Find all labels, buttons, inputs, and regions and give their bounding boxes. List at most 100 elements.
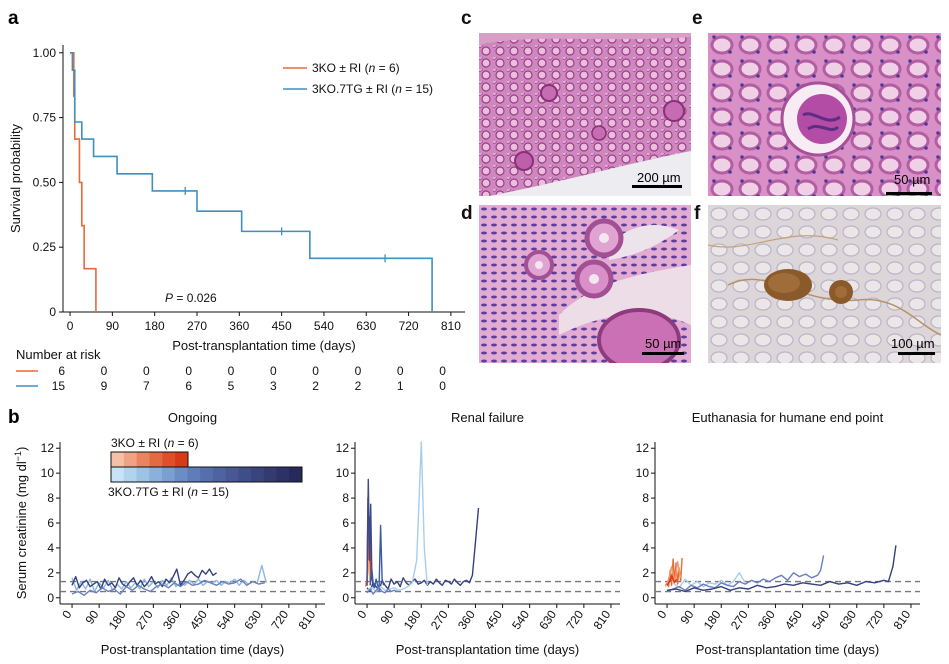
risk-count: 0	[439, 364, 446, 378]
y-tick-label: 12	[636, 441, 650, 455]
legend-gradient-cell	[111, 452, 125, 467]
risk-count: 6	[185, 379, 192, 393]
legend-gradient-cell	[162, 452, 176, 467]
y-tick-label: 4	[47, 541, 54, 555]
scalebar-f-label: 100 µm	[891, 336, 935, 351]
micrograph-c: 200 µm	[479, 33, 691, 196]
legend-gradient-cell	[263, 467, 278, 482]
y-tick-label: 0.50	[33, 175, 57, 189]
x-tick-label: 720	[863, 607, 886, 632]
panel-label-e: e	[692, 8, 703, 29]
x-tick-label: 90	[677, 607, 696, 626]
y-tick-label: 10	[336, 466, 350, 480]
creatinine-line-1-6	[366, 441, 428, 593]
x-tick-label: 180	[106, 607, 129, 632]
creatinine-line-0-1	[71, 568, 217, 590]
legend-gradient-cell	[136, 452, 150, 467]
y-tick-label: 4	[642, 541, 649, 555]
y-tick-label: 0	[642, 591, 649, 605]
legend-gradient-cell	[123, 467, 137, 482]
x-tick-label: 810	[295, 607, 318, 632]
y-tick-label: 8	[642, 491, 649, 505]
x-tick-label: 270	[728, 607, 751, 632]
scalebar-c-label: 200 µm	[637, 170, 681, 185]
y-tick-label: 8	[342, 491, 349, 505]
survival-line-0	[70, 51, 97, 312]
creatinine-line-1-3	[366, 478, 375, 589]
x-tick-label: 180	[701, 607, 724, 632]
risk-count: 5	[228, 379, 235, 393]
y-tick-label: 8	[47, 491, 54, 505]
legend-gradient-frame-tg	[110, 466, 303, 483]
panel-label-c: c	[461, 8, 472, 29]
risk-count: 0	[439, 379, 446, 393]
y-tick-label: 6	[642, 516, 649, 530]
y-tick-label: 2	[642, 566, 649, 580]
y-axis-title: Serum creatinine (mg dl−1)	[13, 447, 29, 600]
y-tick-label: 0.75	[33, 111, 57, 125]
risk-count: 0	[101, 364, 108, 378]
risk-count: 0	[312, 364, 319, 378]
panel-label-d: d	[461, 203, 473, 224]
x-tick-label: 720	[399, 319, 419, 333]
x-tick-label: 450	[482, 607, 505, 632]
x-tick-label: 90	[82, 607, 101, 626]
x-tick-label: 0	[654, 607, 669, 621]
risk-table-title: Number at risk	[16, 347, 101, 362]
y-tick-label: 0	[47, 591, 54, 605]
x-tick-label: 540	[314, 319, 334, 333]
x-tick-label: 540	[809, 607, 832, 632]
creatinine-line-2-3	[672, 572, 746, 589]
creatinine-line-1-4	[366, 507, 480, 593]
x-axis-title: Post-transplantation time (days)	[101, 642, 285, 657]
x-tick-label: 810	[441, 319, 461, 333]
x-tick-label: 720	[563, 607, 586, 632]
creatinine-line-2-1	[664, 560, 682, 587]
legend-gradient-cell	[175, 452, 189, 467]
y-tick-label: 12	[41, 441, 55, 455]
y-tick-label: 10	[636, 466, 650, 480]
micrograph-f-image	[708, 205, 941, 363]
x-tick-label: 270	[187, 319, 207, 333]
x-tick-label: 180	[401, 607, 424, 632]
y-tick-label: 0	[49, 305, 56, 319]
survival-chart: a00.250.500.751.000 90 180 270 360 450 540 630 7…	[8, 8, 465, 393]
x-tick-label: 450	[782, 607, 805, 632]
x-tick-label: 630	[536, 607, 559, 632]
legend-label-tg: 3KO.7TG ± RI (n = 15)	[108, 485, 229, 499]
legend-gradient-cell	[161, 467, 176, 482]
risk-count: 7	[143, 379, 150, 393]
creatinine-line-1-5	[369, 524, 385, 589]
x-tick-label: 360	[229, 319, 249, 333]
legend-gradient-cell	[149, 452, 163, 467]
x-axis-title: Post-transplantation time (days)	[396, 642, 580, 657]
x-axis-title: Post-transplantation time (days)	[696, 642, 880, 657]
risk-count: 0	[270, 364, 277, 378]
legend-gradient-cell	[123, 452, 138, 467]
y-tick-label: 2	[342, 566, 349, 580]
x-tick-label: 360	[755, 607, 778, 632]
legend-gradient-cell	[276, 467, 290, 482]
micrograph-e: 50 µm	[708, 33, 941, 196]
legend-gradient-cell	[225, 467, 239, 482]
y-tick-label: 4	[342, 541, 349, 555]
panel-label-f: f	[694, 203, 701, 224]
x-tick-label: 360	[455, 607, 478, 632]
risk-count: 0	[185, 364, 192, 378]
legend-gradient-cell	[289, 467, 303, 482]
risk-count: 3	[270, 379, 277, 393]
x-axis-title: Post-transplantation time (days)	[172, 338, 356, 353]
legend-gradient-cell	[149, 467, 163, 482]
risk-count: 0	[355, 364, 362, 378]
risk-count: 2	[355, 379, 362, 393]
risk-count: 1	[397, 379, 404, 393]
creatinine-line-2-4	[666, 555, 825, 593]
x-tick-label: 630	[836, 607, 859, 632]
legend-gradient-cell	[251, 467, 265, 482]
legend-label-0: 3KO ± RI (n = 6)	[312, 61, 400, 75]
x-tick-label: 360	[160, 607, 183, 632]
risk-count: 15	[52, 379, 66, 393]
y-axis-title: Survival probability	[8, 123, 23, 233]
y-tick-label: 6	[47, 516, 54, 530]
